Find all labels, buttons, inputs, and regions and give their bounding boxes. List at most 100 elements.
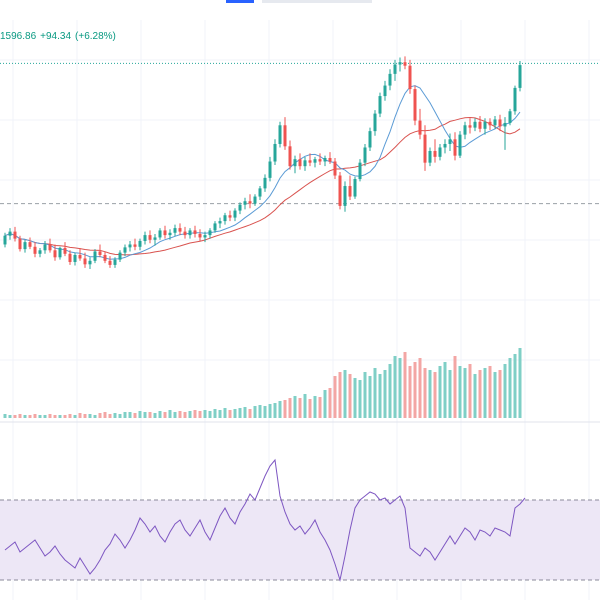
- candle: [23, 239, 27, 253]
- volume-bar: [53, 415, 57, 418]
- candle-body: [103, 254, 107, 261]
- active-tab-indicator[interactable]: [226, 0, 254, 3]
- candle-body: [168, 232, 172, 236]
- candle: [343, 181, 347, 212]
- volume-bar: [418, 358, 422, 418]
- candle: [403, 56, 407, 70]
- candle-body: [38, 250, 42, 254]
- candle-body: [453, 139, 457, 156]
- candle-body: [213, 223, 217, 231]
- candle-body: [468, 125, 472, 128]
- candle-body: [438, 147, 442, 157]
- candle: [513, 85, 517, 115]
- volume-bar: [23, 415, 27, 418]
- candle-body: [273, 143, 277, 162]
- candle: [503, 117, 507, 150]
- candle: [348, 175, 352, 201]
- candle-body: [83, 258, 87, 265]
- candle-body: [98, 251, 102, 255]
- candle-body: [188, 230, 192, 236]
- candle: [78, 247, 82, 261]
- volume-bar: [453, 356, 457, 418]
- candle: [193, 225, 197, 238]
- rsi-pane: [0, 458, 600, 582]
- candle-body: [233, 210, 237, 218]
- candlestick-series[interactable]: [3, 56, 522, 269]
- candle-body: [173, 228, 177, 233]
- candle: [293, 155, 297, 174]
- candle-body: [458, 134, 462, 156]
- candle-body: [218, 221, 222, 224]
- candle-body: [398, 62, 402, 65]
- candle: [483, 118, 487, 135]
- candle-body: [228, 215, 232, 218]
- volume-bar: [323, 390, 327, 418]
- candle: [278, 121, 282, 148]
- volume-bar: [398, 358, 402, 418]
- volume-bar: [203, 410, 207, 418]
- candle: [488, 118, 492, 130]
- volume-bar: [438, 366, 442, 418]
- volume-bar: [43, 415, 47, 418]
- candle: [58, 246, 62, 260]
- volume-bar: [423, 368, 427, 418]
- candle: [53, 244, 57, 261]
- candle-body: [313, 159, 317, 163]
- volume-bar: [463, 368, 467, 418]
- volume-bar: [223, 408, 227, 418]
- volume-bar: [73, 415, 77, 418]
- volume-bar: [303, 394, 307, 418]
- candle: [518, 61, 522, 92]
- volume-bar: [93, 415, 97, 418]
- tab-underline[interactable]: [262, 0, 372, 3]
- candle: [268, 156, 272, 182]
- candle: [443, 139, 447, 154]
- candle-body: [393, 64, 397, 74]
- candle: [98, 244, 102, 258]
- volume-bar: [328, 388, 332, 418]
- volume-bar: [343, 370, 347, 418]
- candle-body: [123, 247, 127, 253]
- volume-histogram: [3, 348, 522, 418]
- volume-bar: [188, 411, 192, 418]
- volume-bar: [18, 414, 22, 418]
- candle-body: [113, 259, 117, 265]
- candle-body: [263, 177, 267, 189]
- candle-body: [53, 250, 57, 258]
- candle-body: [163, 230, 167, 236]
- candle-body: [18, 238, 22, 250]
- volume-bar: [98, 413, 102, 418]
- volume-bar: [498, 370, 502, 418]
- candle: [103, 251, 107, 264]
- volume-bar: [248, 409, 252, 418]
- volume-bar: [283, 400, 287, 418]
- candle: [448, 133, 452, 151]
- candle: [178, 223, 182, 236]
- candle-body: [258, 188, 262, 197]
- volume-bar: [163, 412, 167, 418]
- candle: [8, 228, 12, 240]
- volume-bar: [308, 399, 312, 418]
- volume-bar: [383, 370, 387, 418]
- volume-bar: [313, 396, 317, 418]
- volume-bar: [518, 348, 522, 418]
- candle-body: [373, 113, 377, 132]
- candle: [303, 156, 307, 171]
- volume-bar: [193, 410, 197, 418]
- candle-body: [118, 252, 122, 260]
- candle: [493, 115, 497, 129]
- candle: [168, 229, 172, 240]
- volume-bar: [133, 413, 137, 418]
- candle-body: [248, 201, 252, 204]
- candle: [33, 242, 37, 258]
- candle: [438, 143, 442, 161]
- candle: [13, 226, 17, 242]
- candle: [48, 238, 52, 253]
- sma-fast-line: [4, 85, 521, 260]
- candle: [323, 155, 327, 167]
- price-change: +94.34: [40, 31, 72, 42]
- candle: [83, 252, 87, 268]
- volume-bar: [288, 398, 292, 418]
